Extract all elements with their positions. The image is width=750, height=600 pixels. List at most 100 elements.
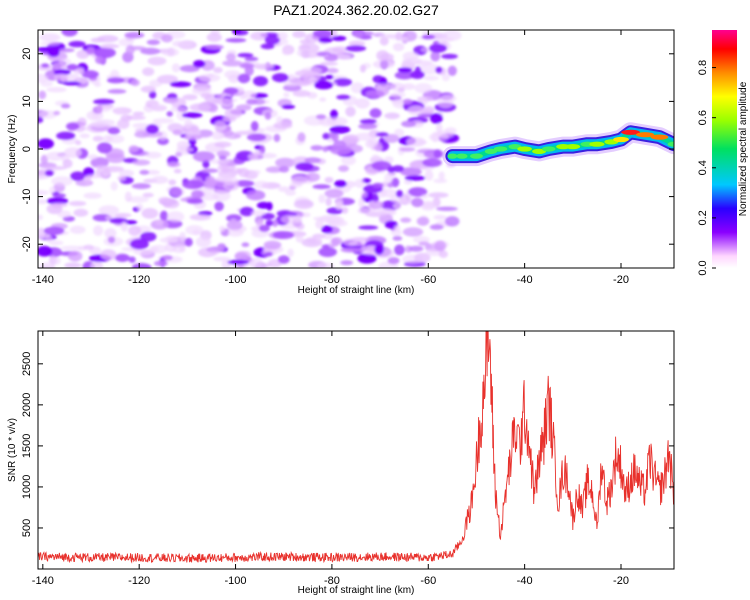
- noise-blob: [141, 208, 159, 219]
- colorbar-scale: [712, 30, 737, 268]
- noise-blob: [421, 34, 435, 40]
- noise-blob: [38, 116, 44, 124]
- noise-blob: [61, 30, 78, 37]
- noise-blob: [164, 199, 180, 209]
- noise-blob: [387, 182, 394, 188]
- noise-blob: [238, 167, 250, 178]
- noise-blob: [371, 160, 392, 171]
- noise-blob: [191, 190, 204, 199]
- noise-blob: [151, 175, 169, 184]
- noise-blob: [335, 200, 343, 210]
- noise-blob: [324, 176, 334, 184]
- noise-blob: [294, 69, 317, 78]
- noise-blob: [90, 261, 104, 268]
- noise-blob: [397, 67, 413, 73]
- y-tick-label: 2000: [21, 393, 33, 417]
- noise-blob: [142, 67, 155, 76]
- y-tick-label: -20: [21, 236, 33, 252]
- noise-blob: [124, 220, 138, 225]
- noise-blob: [70, 171, 86, 181]
- noise-blob: [66, 63, 79, 71]
- ridge-peak: [667, 141, 674, 147]
- noise-blob: [436, 206, 458, 211]
- noise-blob: [260, 152, 277, 159]
- noise-blob: [120, 221, 129, 232]
- ridge-peak: [613, 136, 629, 143]
- noise-blob: [46, 87, 67, 93]
- noise-blob: [161, 255, 173, 261]
- noise-blob: [402, 83, 416, 90]
- noise-blob: [326, 67, 339, 74]
- noise-blob: [62, 81, 82, 86]
- noise-blob: [83, 244, 94, 250]
- noise-blob: [394, 71, 415, 80]
- noise-blob: [254, 150, 263, 156]
- noise-blob: [98, 205, 120, 216]
- noise-blob: [433, 149, 442, 159]
- noise-blob: [344, 180, 356, 188]
- noise-blob: [114, 213, 132, 218]
- noise-blob: [322, 132, 331, 140]
- noise-blob: [191, 86, 212, 95]
- noise-blob: [358, 123, 378, 130]
- noise-blob: [223, 181, 240, 191]
- noise-blob: [272, 219, 279, 227]
- noise-blob: [225, 53, 236, 61]
- noise-blob: [285, 189, 296, 196]
- spectrogram-x-ticks: -140 -120 -100 -80 -60 -40 -20: [32, 30, 629, 286]
- noise-blob: [293, 199, 314, 209]
- colorbar-tick-label: 0.8: [697, 60, 709, 75]
- noise-blob: [159, 210, 168, 222]
- noise-blob: [328, 219, 348, 227]
- noise-blob: [319, 97, 327, 102]
- noise-blob: [283, 84, 302, 92]
- noise-blob: [354, 178, 365, 189]
- noise-blob: [265, 219, 274, 227]
- snr-y-ticks: 500 1000 1500 2000 2500: [21, 352, 674, 537]
- noise-blob: [140, 231, 157, 242]
- noise-blob: [237, 53, 254, 58]
- noise-blob: [192, 229, 200, 236]
- noise-blob: [325, 74, 334, 80]
- noise-blob: [307, 50, 330, 58]
- noise-blob: [100, 249, 117, 260]
- noise-blob: [60, 103, 71, 109]
- spectrogram-y-ticks: -20 -10 0 10 20: [21, 48, 674, 252]
- noise-blob: [171, 63, 181, 73]
- noise-blob: [222, 116, 236, 123]
- noise-blob: [163, 97, 183, 104]
- noise-blob: [276, 116, 283, 125]
- noise-blob: [132, 159, 151, 166]
- noise-blob: [250, 121, 259, 132]
- noise-blob: [342, 134, 359, 144]
- noise-blob: [353, 30, 364, 39]
- x-tick-label: -60: [420, 575, 436, 587]
- noise-blob: [277, 32, 288, 40]
- noise-blob: [264, 112, 272, 120]
- noise-blob: [130, 238, 149, 250]
- noise-blob: [283, 92, 290, 98]
- y-tick-label: 0: [21, 146, 33, 152]
- noise-blob: [146, 39, 161, 46]
- noise-blob: [128, 256, 136, 263]
- noise-blob: [256, 201, 271, 209]
- noise-blob: [213, 256, 231, 262]
- noise-blob: [156, 74, 179, 84]
- ridge-peak: [636, 132, 655, 138]
- noise-blob: [407, 105, 425, 116]
- noise-blob: [103, 134, 113, 143]
- noise-blob: [422, 31, 430, 36]
- noise-blob: [237, 73, 251, 84]
- noise-blob: [411, 197, 424, 208]
- noise-blob: [226, 220, 243, 231]
- noise-blob: [372, 60, 395, 69]
- noise-blob: [233, 180, 255, 187]
- noise-blob: [38, 245, 53, 257]
- noise-blob: [296, 79, 312, 87]
- colorbar: 0.0 0.2 0.4 0.6 0.8 Normalized spectral ampl…: [697, 30, 749, 276]
- noise-blob: [176, 110, 188, 121]
- noise-blob: [161, 34, 173, 43]
- noise-blob: [253, 170, 261, 175]
- spectrogram-noise: [38, 30, 462, 268]
- noise-blob: [331, 238, 340, 247]
